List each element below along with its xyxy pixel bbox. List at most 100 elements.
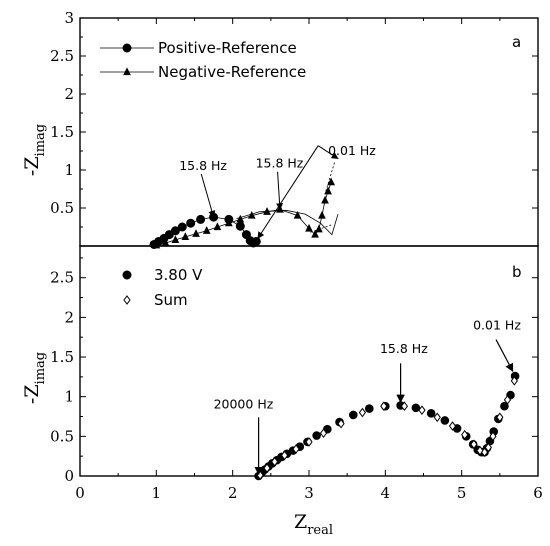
panel-b-xlabel: Zreal xyxy=(294,511,333,538)
panel-a-point-negative xyxy=(324,186,332,195)
panel-b-point-sum xyxy=(476,445,484,456)
panel-a-point-negative xyxy=(247,210,256,219)
panel-b-legend-marker xyxy=(122,270,132,280)
panel-a-annotation-text: 15.8 Hz xyxy=(256,156,304,171)
panel-a-annotation-arrow xyxy=(257,145,319,239)
panel-a-point-positive xyxy=(251,236,261,246)
panel-b-point-voltage xyxy=(348,410,358,420)
panel-a-point-negative xyxy=(181,232,190,240)
panel-b-point-sum xyxy=(337,418,345,429)
panel-b-point-sum xyxy=(358,407,367,418)
panel-a-annotation-arrow xyxy=(276,171,284,211)
panel-a-point-negative xyxy=(171,235,180,243)
panel-b-point-voltage xyxy=(426,409,436,418)
panel-a-point-negative xyxy=(202,226,211,234)
panel-a-legend-label: Positive-Reference xyxy=(158,39,297,57)
panel-b-point-sum xyxy=(280,450,289,461)
panel-b: 0 0.5 1 1.5 2 2.5 0 1 2 3 4 5 6 20000 Hz 15.8 Hz 0.01 H… xyxy=(50,257,543,502)
panel-b-point-sum xyxy=(292,444,300,454)
panel-a-point-negative xyxy=(263,207,271,215)
panel-b-point-sum xyxy=(461,429,469,440)
panel-a-point-negative xyxy=(321,195,329,204)
panel-b-xtick-label: 3 xyxy=(304,484,314,502)
panel-a-annotation-text: 0.01 Hz xyxy=(328,143,376,158)
panel-a-annotation-arrow xyxy=(317,145,339,160)
panel-b-point-voltage xyxy=(312,431,321,440)
panel-b-point-sum xyxy=(480,447,489,458)
panel-a-label: a xyxy=(512,33,521,51)
panel-b-xtick-label: 6 xyxy=(533,484,543,502)
panel-a-ylabel: -Zimag xyxy=(21,124,48,176)
panel-b-point-sum xyxy=(400,401,409,412)
panel-a-annotation-arrow xyxy=(200,173,216,218)
panel-a-point-negative xyxy=(161,238,170,247)
panel-b-ylabel: -Zimag xyxy=(21,352,48,404)
panel-a-connecting-curve xyxy=(236,209,339,236)
panel-b-point-voltage xyxy=(365,404,374,413)
panel-b-point-sum xyxy=(448,421,457,431)
panel-a-point-negative xyxy=(225,218,233,227)
panel-b-legend-marker xyxy=(123,295,131,305)
panel-a-point-negative xyxy=(311,229,319,238)
panel-a-point-negative xyxy=(152,240,161,249)
panel-a-ytick-label: 1 xyxy=(64,161,74,179)
panel-b-point-sum xyxy=(319,428,328,439)
panel-a-point-positive xyxy=(235,221,245,231)
panel-b-annotation-arrow xyxy=(495,339,514,373)
panel-a-point-positive xyxy=(170,226,180,236)
panel-b-ytick-label: 2 xyxy=(64,308,74,326)
panel-b-ytick-label: 1.5 xyxy=(50,348,74,366)
panel-b-point-sum xyxy=(510,375,518,386)
panel-b-xtick-label: 0 xyxy=(75,484,85,502)
panel-a-ytick-label: 2 xyxy=(64,85,74,103)
panel-b-ytick-label: 2.5 xyxy=(50,269,74,287)
panel-b-point-sum xyxy=(305,437,313,447)
panel-b-annotation-text: 15.8 Hz xyxy=(380,341,428,356)
panel-b-point-sum xyxy=(489,431,497,442)
panel-a-point-positive xyxy=(186,218,196,228)
panel-b-point-sum xyxy=(263,463,271,473)
panel-a-ytick-label: 2.5 xyxy=(50,47,74,65)
panel-b-point-sum xyxy=(380,401,388,412)
panel-a-ytick-label: 0.5 xyxy=(50,199,74,217)
svg-text:-Zimag: -Zimag xyxy=(21,352,48,404)
panel-a-ytick-label: 1.5 xyxy=(50,123,74,141)
panel-b-legend-label: 3.80 V xyxy=(154,266,203,284)
panel-a-legend-marker xyxy=(123,67,131,76)
panel-a-point-negative xyxy=(213,222,222,231)
panel-b-xtick-label: 5 xyxy=(457,484,467,502)
panel-a-point-positive xyxy=(177,222,187,232)
panel-b-point-sum xyxy=(433,412,441,423)
panel-a-legend-marker xyxy=(122,43,132,53)
panel-a-point-negative xyxy=(293,210,302,219)
panel-b-annotation-text: 0.01 Hz xyxy=(473,317,521,332)
panel-b-xtick-label: 2 xyxy=(228,484,238,502)
panel-b-point-voltage xyxy=(411,403,421,413)
panel-b-legend-label: Sum xyxy=(154,291,188,309)
panel-b-xtick-label: 4 xyxy=(381,484,391,502)
panel-b-point-sum xyxy=(484,442,493,453)
panel-a-point-negative xyxy=(327,177,335,186)
panel-b-point-sum xyxy=(418,405,426,416)
panel-a-legend-label: Negative-Reference xyxy=(158,63,306,81)
panel-a-annotation-text: 15.8 Hz xyxy=(179,158,227,173)
panel-b-point-voltage xyxy=(440,416,450,425)
panel-a-point-negative xyxy=(315,224,323,233)
panel-a: 0.5 1 1.5 2 2.5 3 15.8 Hz 15.8 Hz 0.01 Hz Positiv… xyxy=(50,9,539,249)
panel-a-point-negative xyxy=(305,223,313,232)
panel-a-point-negative xyxy=(318,210,326,219)
panel-b-point-sum xyxy=(470,439,478,450)
panel-b-point-sum xyxy=(271,456,279,467)
panel-a-point-positive xyxy=(196,214,206,224)
panel-b-ytick-label: 1 xyxy=(64,388,74,406)
panel-b-ytick-label: 0.5 xyxy=(50,427,74,445)
panel-b-ytick-label: 0 xyxy=(64,467,74,485)
panel-a-frame xyxy=(79,17,539,247)
panel-b-point-sum xyxy=(503,395,512,405)
panel-b-annotation-text: 20000 Hz xyxy=(214,397,274,412)
panel-b-xtick-label: 1 xyxy=(152,484,162,502)
panel-a-ytick-label: 3 xyxy=(64,9,74,27)
panel-a-point-negative xyxy=(236,214,245,223)
panel-a-dashed-segment xyxy=(325,160,336,192)
